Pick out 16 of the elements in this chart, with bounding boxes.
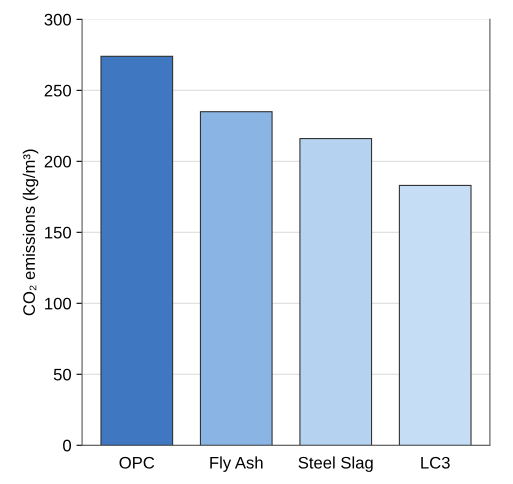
bar	[299, 138, 372, 446]
y-tick-label: 250	[44, 84, 72, 97]
y-tick-label: 100	[45, 298, 72, 310]
x-tick-label: Steel Slag	[298, 456, 373, 472]
x-tick-label: LC3	[421, 456, 450, 469]
x-tick-label: Fly Ash	[210, 456, 263, 472]
y-tick-label: 50	[54, 368, 72, 380]
x-tick-label: OPC	[120, 456, 154, 469]
y-tick-label: 300	[44, 14, 72, 26]
bar	[100, 56, 174, 446]
bar	[398, 184, 472, 446]
bar	[200, 111, 273, 446]
y-axis-title: CO₂ emissions (kg/m³)	[22, 150, 38, 316]
y-tick-label: 150	[45, 226, 72, 239]
y-tick-label: 200	[44, 156, 72, 168]
y-tick-label: 0	[63, 440, 72, 452]
